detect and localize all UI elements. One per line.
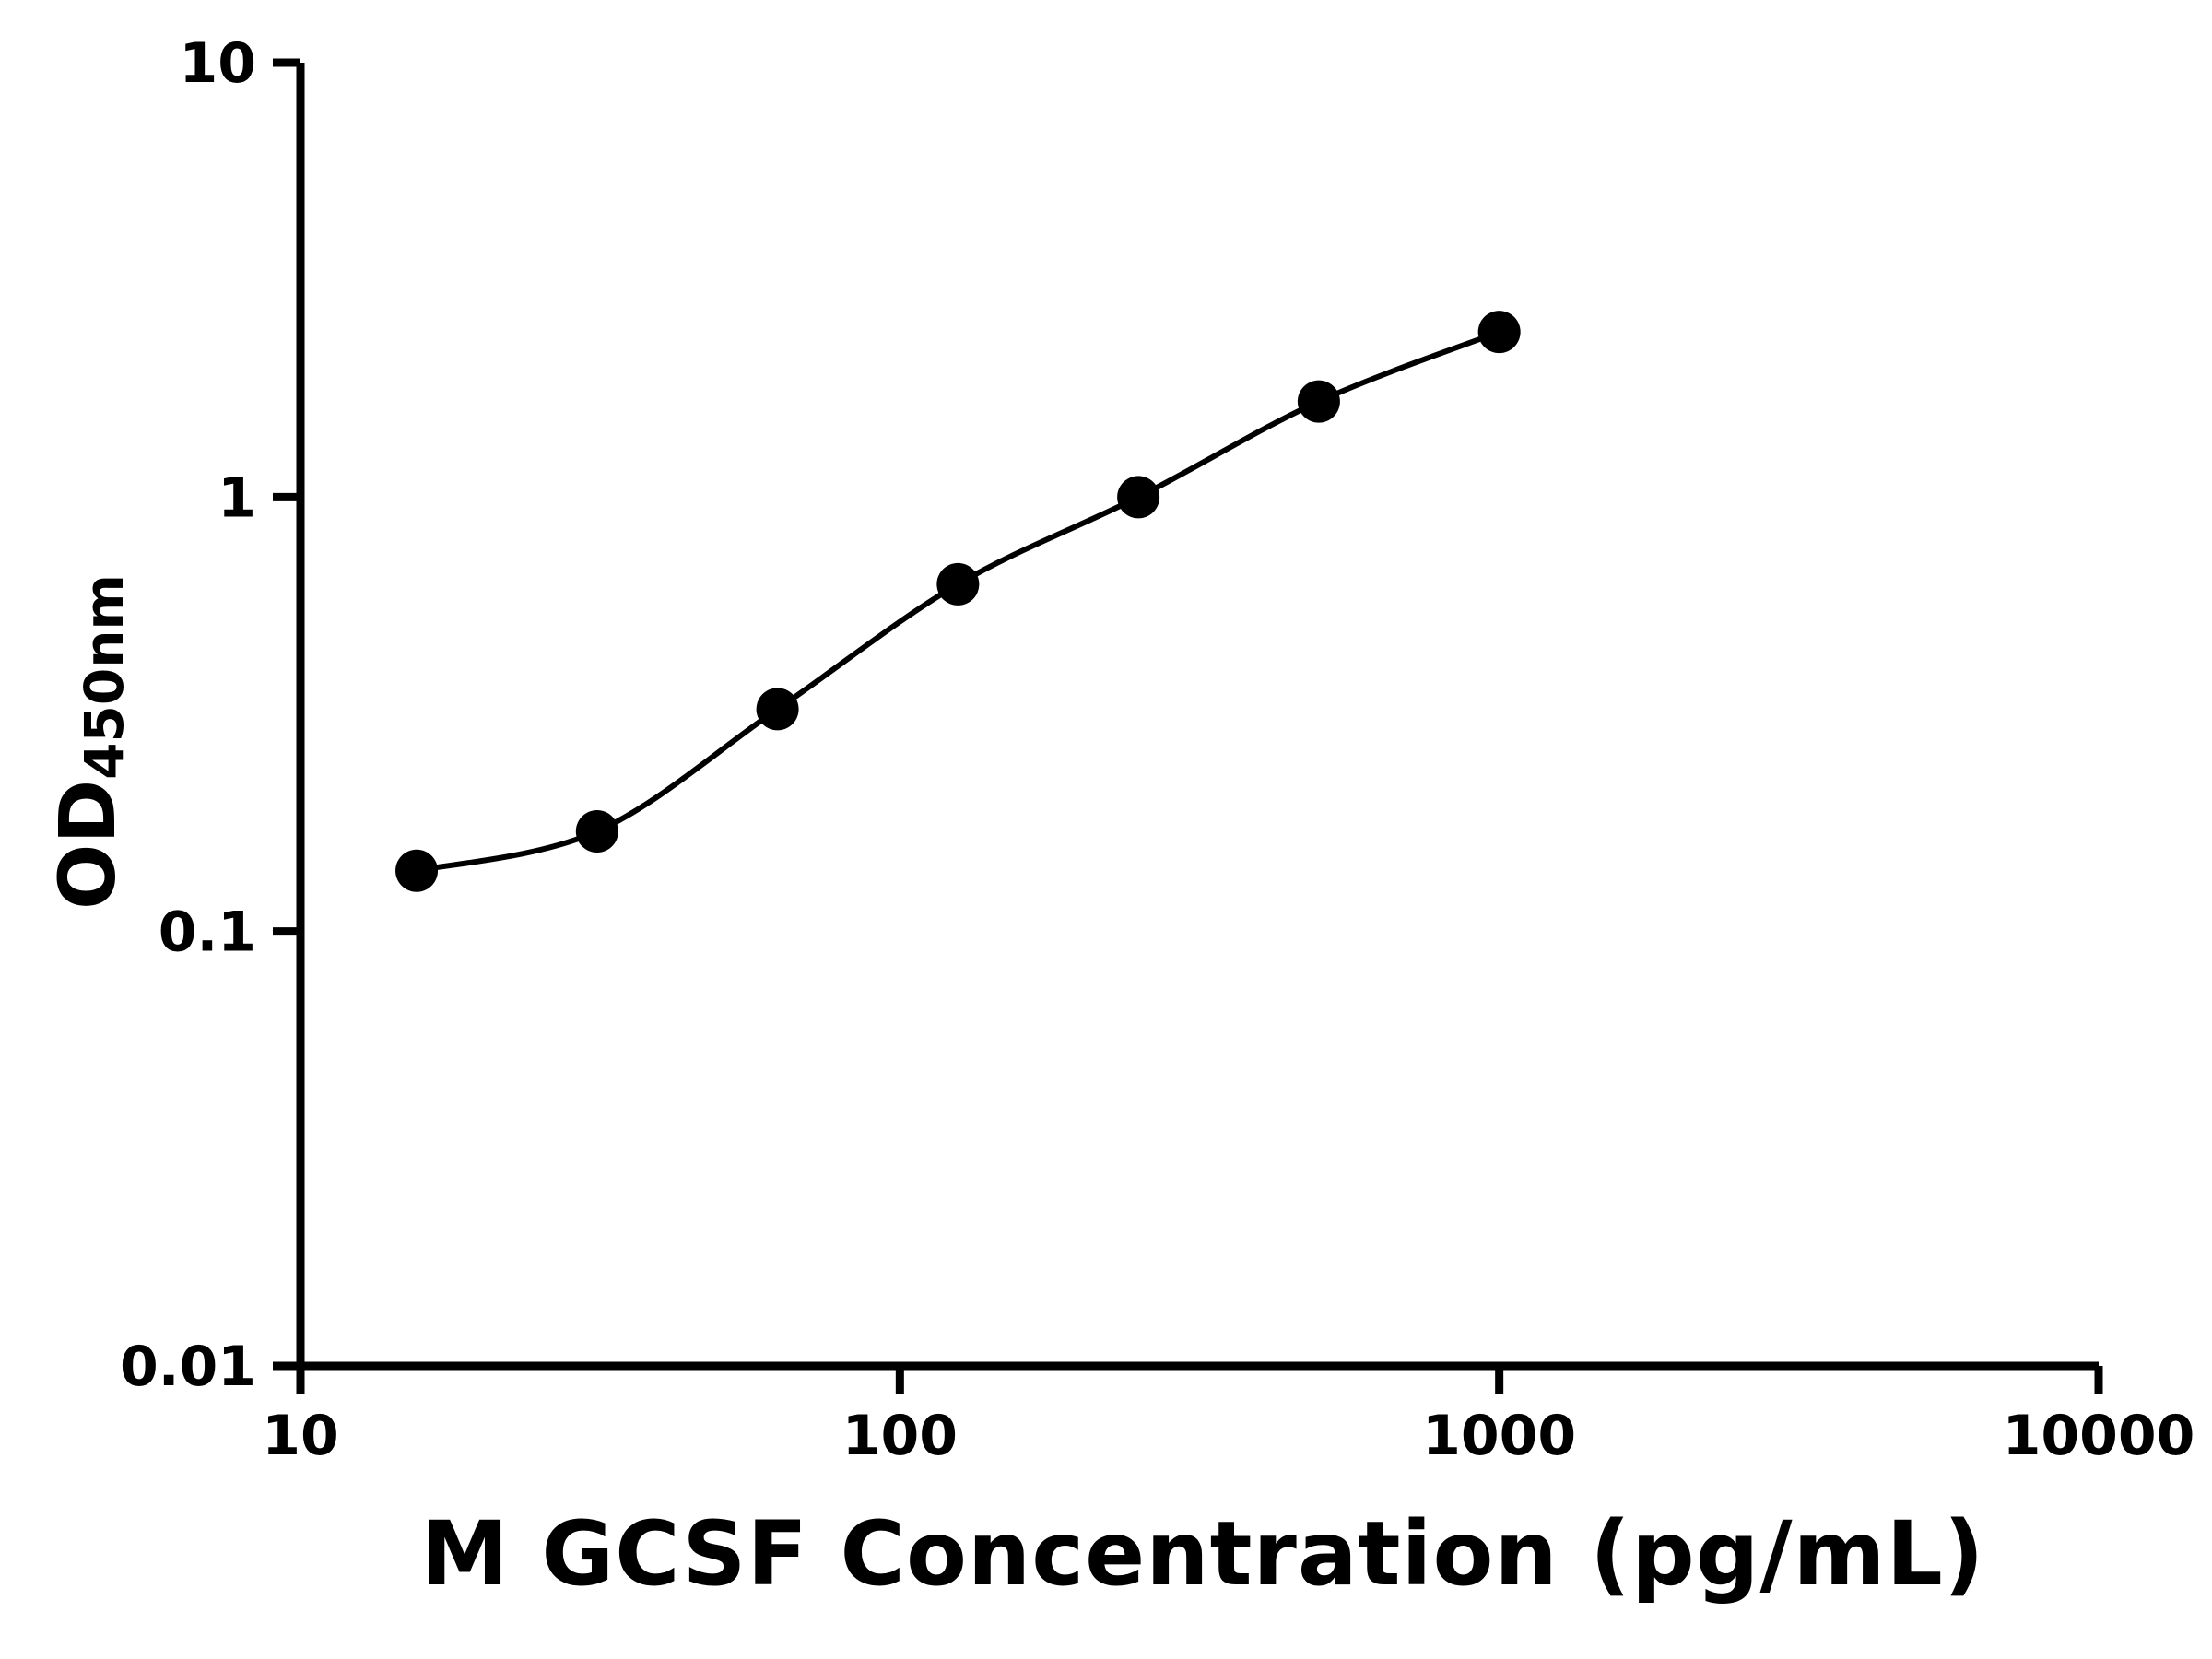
data-point-6: [1477, 311, 1521, 354]
data-point-0: [395, 849, 439, 892]
data-point-5: [1297, 380, 1340, 423]
x-tick-label-100: 100: [842, 1404, 958, 1468]
data-point-2: [756, 688, 799, 731]
y-axis-label-subscript: 450nm: [73, 574, 135, 780]
y-tick-label-0.1: 0.1: [159, 900, 256, 965]
x-tick-label-10: 10: [262, 1404, 339, 1468]
data-point-3: [936, 562, 980, 606]
y-tick-label-0.01: 0.01: [120, 1335, 256, 1399]
y-axis-label: OD 450nm: [28, 465, 147, 1018]
data-point-4: [1117, 476, 1160, 519]
y-tick-label-10: 10: [180, 31, 257, 96]
x-tick-label-1000: 1000: [1422, 1404, 1576, 1468]
y-tick-label-1: 1: [218, 465, 256, 530]
x-tick-label-10000: 10000: [2003, 1404, 2195, 1468]
data-point-1: [575, 810, 618, 853]
x-axis-label: M GCSF Concentration (pg/mL): [420, 1502, 1985, 1606]
y-axis-label-main: OD: [42, 779, 133, 910]
